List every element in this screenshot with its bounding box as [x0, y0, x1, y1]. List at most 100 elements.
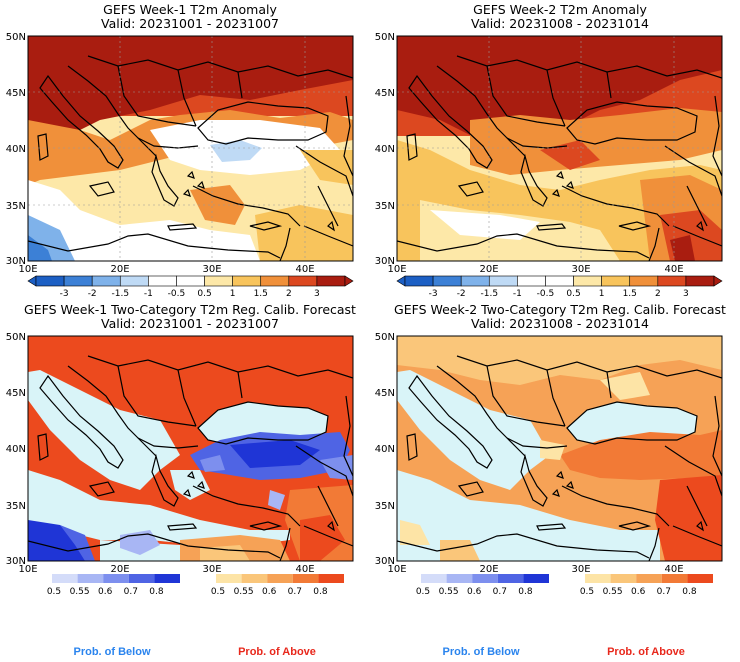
- colorbar-swatch: [52, 574, 78, 583]
- colorbar-swatch: [657, 275, 687, 287]
- lon-label: 20E: [479, 564, 498, 575]
- panel-valid-dates: Valid: 20231001 - 20231007: [101, 16, 279, 31]
- legend-prob-above: Prob. of Above: [238, 646, 316, 658]
- colorbar-swatch: [636, 574, 662, 583]
- lon-label: 10E: [387, 264, 406, 275]
- lat-label: 40N: [6, 444, 26, 455]
- colorbar-swatch: [421, 574, 447, 583]
- lat-label: 30N: [375, 256, 395, 267]
- lat-label: 35N: [6, 201, 26, 212]
- colorbar-swatch: [267, 574, 293, 583]
- colorbar-tick-label: 0.8: [518, 587, 533, 597]
- map-field: [397, 336, 722, 561]
- colorbar-swatch: [176, 275, 205, 287]
- colorbar-tick-label: 1.5: [623, 289, 637, 299]
- colorbar-tick-label: 3: [683, 289, 689, 299]
- panel-week2-probability: GEFS Week-2 Two-Category T2m Reg. Calib.…: [375, 302, 726, 575]
- colorbar-swatch: [685, 275, 715, 287]
- colorbar-swatch: [460, 275, 490, 287]
- colorbar-tick-label: 2: [655, 289, 661, 299]
- lon-label: 40E: [664, 564, 683, 575]
- colorbar-tick-label: 0.8: [149, 587, 164, 597]
- lon-label: 20E: [479, 264, 498, 275]
- lon-label: 10E: [387, 564, 406, 575]
- colorbar-tick-label: -1.5: [480, 289, 498, 299]
- lon-label: 40E: [295, 564, 314, 575]
- prob-below-colorbar-week1: 0.5 0.55 0.6 0.7 0.8: [47, 574, 180, 597]
- colorbar-tick-label: -3: [60, 289, 69, 299]
- colorbar-tick-label: 0.6: [98, 587, 113, 597]
- colorbar-tick-label: 1.5: [254, 289, 268, 299]
- colorbar-swatch: [545, 275, 574, 287]
- colorbar-tick-label: -1.5: [111, 289, 129, 299]
- colorbar-tick-label: 3: [314, 289, 320, 299]
- colorbar-tick-label: 0.5: [211, 587, 225, 597]
- lat-label: 30N: [375, 556, 395, 567]
- panel-week1-anomaly: GEFS Week-1 T2m Anomaly Valid: 20231001 …: [6, 2, 354, 275]
- colorbar-swatch: [148, 275, 177, 287]
- prob-above-colorbar-week2: 0.5 0.55 0.6 0.7 0.8: [580, 574, 713, 597]
- lat-label: 35N: [375, 201, 395, 212]
- colorbar-swatch: [241, 574, 268, 583]
- panel-valid-dates: Valid: 20231001 - 20231007: [101, 316, 279, 331]
- colorbar-swatch: [91, 275, 121, 287]
- colorbar-swatch: [204, 275, 233, 287]
- colorbar-tick-label: 0.5: [566, 289, 580, 299]
- colorbar-swatch: [488, 275, 518, 287]
- colorbar-tick-label: 0.6: [467, 587, 482, 597]
- colorbar-tick-label: -3: [429, 289, 438, 299]
- colorbar-tick-label: -1: [144, 289, 153, 299]
- colorbar-tick-label: -2: [457, 289, 466, 299]
- panel-title: GEFS Week-1 T2m Anomaly: [103, 2, 277, 17]
- lat-label: 35N: [6, 501, 26, 512]
- lat-label: 30N: [6, 556, 26, 567]
- colorbar-tick-label: -1: [513, 289, 522, 299]
- colorbar-swatch: [216, 574, 242, 583]
- panel-title: GEFS Week-2 T2m Anomaly: [473, 2, 647, 17]
- colorbar-tick-label: 0.5: [416, 587, 430, 597]
- colorbar-swatch: [128, 574, 155, 583]
- lat-label: 45N: [375, 388, 395, 399]
- colorbar-tick-label: 0.5: [580, 587, 594, 597]
- colorbar-tick-label: 0.7: [288, 587, 302, 597]
- lon-label: 10E: [18, 264, 37, 275]
- colorbar-tick-label: 0.55: [234, 587, 254, 597]
- colorbar-swatch: [288, 275, 318, 287]
- lat-label: 50N: [6, 32, 26, 43]
- colorbar-swatch: [404, 275, 434, 287]
- lat-label: 45N: [375, 88, 395, 99]
- colorbar-swatch: [103, 574, 129, 583]
- lat-label: 45N: [6, 388, 26, 399]
- map-field: [28, 336, 353, 561]
- colorbar-tick-label: 0.8: [682, 587, 697, 597]
- lat-label: 35N: [375, 501, 395, 512]
- colorbar-swatch: [517, 275, 546, 287]
- colorbar-tick-label: 0.7: [657, 587, 671, 597]
- legend-prob-below: Prob. of Below: [74, 646, 151, 658]
- anomaly-colorbar-week2: -3 -2 -1.5 -1 -0.5 0.5 1 1.5 2 3: [396, 275, 723, 299]
- legend-prob-above: Prob. of Above: [607, 646, 685, 658]
- colorbar-swatch: [292, 574, 319, 583]
- map-field: [397, 36, 722, 261]
- lat-label: 30N: [6, 256, 26, 267]
- colorbar-swatch: [687, 574, 713, 583]
- panel-title: GEFS Week-1 Two-Category T2m Reg. Calib.…: [24, 302, 356, 317]
- legend-prob-below: Prob. of Below: [443, 646, 520, 658]
- colorbar-tick-label: 2: [286, 289, 292, 299]
- lat-label: 40N: [375, 144, 395, 155]
- panel-title: GEFS Week-2 Two-Category T2m Reg. Calib.…: [394, 302, 726, 317]
- panel-valid-dates: Valid: 20231008 - 20231014: [471, 16, 649, 31]
- panel-week1-probability: GEFS Week-1 Two-Category T2m Reg. Calib.…: [6, 302, 356, 575]
- colorbar-swatch: [232, 275, 262, 287]
- colorbar-tick-label: 0.5: [47, 587, 61, 597]
- colorbar-swatch: [446, 574, 473, 583]
- colorbar-swatch: [573, 275, 602, 287]
- colorbar-tick-label: 1: [230, 289, 236, 299]
- lon-label: 20E: [110, 564, 129, 575]
- lon-label: 10E: [18, 564, 37, 575]
- colorbar-end-left: [396, 275, 406, 287]
- colorbar-tick-label: 1: [599, 289, 605, 299]
- lat-label: 50N: [375, 32, 395, 43]
- colorbar-end-right: [713, 275, 723, 287]
